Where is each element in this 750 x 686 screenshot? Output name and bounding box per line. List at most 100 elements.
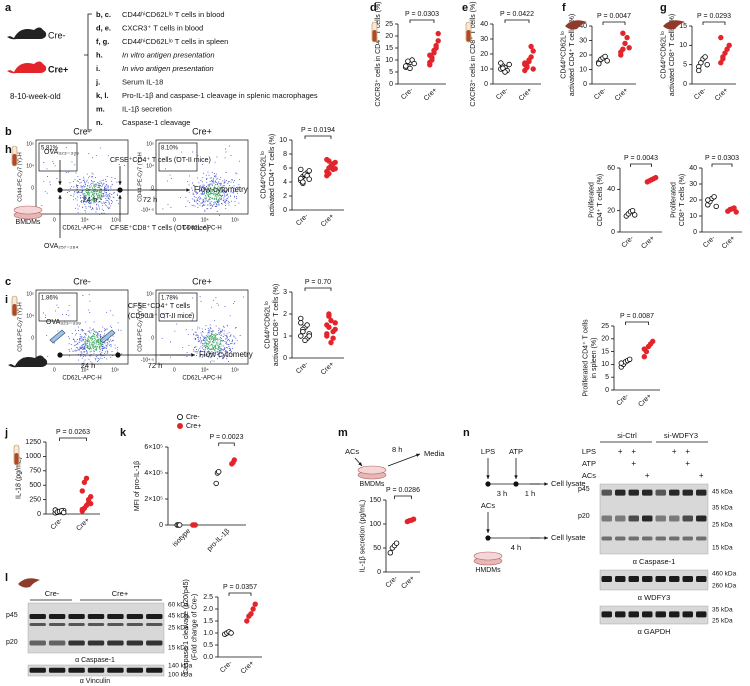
data-point: [332, 165, 338, 172]
marker: 60 kDa: [168, 602, 189, 609]
row-label: LPS: [582, 447, 596, 456]
band: [601, 489, 612, 496]
y-tick-label: 20: [607, 208, 615, 215]
arrow-head: [118, 181, 122, 185]
flow-y-tick: -10⁴·⁵: [141, 357, 154, 363]
item-key: h.: [96, 50, 103, 59]
band: [628, 515, 639, 522]
mouse-icon: [7, 27, 47, 40]
y-axis-label: (Fold change of Cre-): [191, 594, 198, 661]
y-axis-label: Proliferated: [589, 182, 596, 218]
item-text: In vitro antigen presentation: [122, 50, 215, 59]
treatment-sign: +: [672, 447, 677, 456]
bracket: [84, 13, 92, 131]
y-tick-label: 5: [605, 374, 609, 381]
p-value: P = 0.0087: [620, 313, 654, 320]
y-axis-label: Proliferated CD4⁺ T cells: [583, 319, 590, 397]
y-tick-label: 1250: [25, 439, 41, 446]
y-tick-label: 0: [484, 81, 488, 88]
data-point: [427, 52, 433, 58]
cell-events: [161, 296, 244, 363]
band: [107, 614, 124, 619]
band: [628, 536, 639, 541]
y-axis-label: CD4⁺ T cells (%): [597, 174, 604, 226]
band: [87, 614, 105, 619]
data-point: [530, 48, 536, 54]
data-point: [306, 333, 312, 339]
panel-letter: m: [338, 427, 348, 439]
data-point: [326, 158, 332, 164]
group-label: Cre-: [48, 30, 66, 40]
x-tick-label: Cre+: [320, 213, 336, 229]
data-point: [405, 58, 411, 64]
y-axis-label: CD44ʰⁱCD62Lˡᵒ: [260, 151, 268, 199]
band: [655, 489, 666, 496]
data-point: [192, 522, 198, 528]
antibody: α GAPDH: [637, 627, 670, 636]
p-value: P = 0.70: [305, 279, 331, 286]
treatment-sign: +: [699, 471, 704, 480]
data-point: [326, 313, 332, 319]
band: [48, 640, 66, 646]
band: [696, 576, 707, 582]
cells: CFSE⁺CD8⁺ T cells (OT-I mice): [110, 225, 209, 232]
band: [615, 576, 626, 582]
data-point: [300, 179, 306, 185]
y-tick-label: 10: [279, 137, 287, 144]
data-point: [302, 337, 308, 344]
p-value: P = 0.0286: [386, 487, 420, 494]
data-point: [627, 356, 633, 362]
data-point: [713, 203, 719, 210]
time: 4 h: [511, 543, 521, 552]
flow-x-tick: 10⁴: [81, 367, 89, 373]
y-tick-label: 2×10⁵: [144, 496, 163, 503]
p-value: P = 0.0263: [56, 429, 90, 436]
gate: [38, 142, 78, 172]
band: [146, 614, 163, 619]
plot-title: Cre-: [73, 126, 91, 136]
band: [601, 611, 612, 618]
y-axis-label: CD8⁺ T cells (%): [679, 174, 686, 226]
band: [68, 667, 85, 673]
data-point: [704, 61, 710, 68]
flow-x-label: CD62L-APC-H: [62, 226, 101, 232]
x-tick-label: Cre+: [637, 393, 653, 409]
data-point: [641, 354, 647, 360]
marker: 15 kDa: [712, 545, 733, 552]
gate-percent: 5.81%: [41, 146, 59, 152]
age-label: 8-10-week-old: [10, 92, 61, 101]
band: [615, 611, 626, 618]
p-value: P = 0.0422: [500, 11, 534, 18]
plot-title: Cre-: [73, 276, 91, 286]
x-tick-label: Cre+: [721, 235, 737, 251]
item-text: Pro-IL-1β and caspase-1 cleavage in sple…: [122, 91, 318, 100]
band: [696, 611, 707, 618]
flow-y-label: CD44-PE-Cy7 (Y)-H: [137, 302, 143, 352]
y-axis-label: IL-18 (pg/mL): [16, 457, 23, 499]
item-key: b, c.: [96, 10, 111, 19]
y-tick-label: 2.5: [203, 594, 213, 601]
band: [29, 667, 46, 673]
syringe: [99, 329, 116, 344]
gate: [38, 292, 78, 322]
band: [682, 515, 693, 522]
y-tick-label: 10: [601, 361, 609, 368]
item-key: i.: [96, 64, 100, 73]
flow-y-label: CD44-PE-Cy7 (Y)-H: [137, 152, 143, 202]
band-label: p45: [6, 612, 18, 619]
mouse-icon: [7, 61, 47, 74]
band: [48, 623, 66, 626]
data-point: [330, 328, 336, 335]
y-tick-label: 750: [29, 468, 41, 475]
antigen: OVA₂₅₇₋₂₆₄: [44, 243, 78, 250]
band: [696, 515, 707, 522]
data-point: [300, 328, 306, 335]
legend-label: Cre+: [186, 423, 201, 430]
p-value: P = 0.0293: [697, 13, 731, 20]
data-point: [604, 58, 610, 64]
stimulus: LPS: [481, 447, 495, 456]
row-label: ACs: [582, 471, 596, 480]
x-tick-label: pro-IL-1β: [206, 528, 231, 553]
y-tick-label: 10: [679, 42, 687, 49]
y-axis-label: Proliferated: [671, 182, 678, 218]
